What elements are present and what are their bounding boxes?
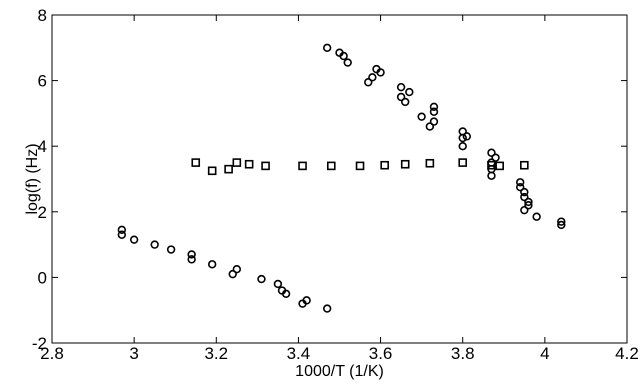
data-point-circle [487, 171, 496, 180]
data-point-circle [429, 102, 439, 112]
data-point-circle [425, 122, 435, 131]
data-point-circle [129, 235, 139, 244]
data-point-square [380, 160, 389, 170]
data-point-circle [150, 240, 159, 249]
data-point-circle [524, 201, 533, 210]
data-point-square [495, 161, 504, 171]
data-point-square [207, 166, 217, 176]
data-point-square [326, 161, 336, 171]
data-point-circle [520, 192, 529, 202]
data-point-circle [364, 78, 373, 87]
x-tick-label: 3.6 [369, 344, 393, 363]
y-tick-label: 6 [38, 72, 47, 91]
data-point-circle [429, 117, 439, 126]
data-point-square [191, 158, 201, 167]
data-point-circle [339, 51, 348, 61]
data-point-circle [462, 132, 472, 141]
x-tick-label: 3.4 [287, 344, 311, 363]
data-point-square [458, 158, 468, 167]
data-point-circle [532, 212, 541, 221]
data-point-circle [117, 225, 127, 235]
data-point-circle [257, 274, 266, 284]
data-point-circle [302, 296, 311, 305]
data-point-square [232, 158, 242, 167]
data-point-square [298, 161, 307, 171]
y-tick-label: 0 [38, 268, 47, 287]
data-point-square [244, 159, 254, 169]
y-tick-label: 4 [38, 137, 47, 156]
data-point-square [520, 160, 529, 170]
data-point-circle [376, 68, 385, 77]
data-point-circle [396, 92, 406, 102]
x-tick-label: 4 [540, 344, 549, 363]
data-point-circle [520, 205, 529, 215]
y-tick-label: 2 [38, 203, 47, 222]
data-point-circle [396, 82, 406, 92]
x-tick-label: 3 [129, 344, 138, 363]
data-point-circle [207, 260, 217, 269]
data-point-circle [187, 255, 196, 264]
plot-area [51, 14, 628, 344]
data-point-circle [187, 250, 196, 259]
data-point-circle [417, 112, 426, 121]
y-tick-label: 8 [38, 6, 47, 25]
data-point-circle [557, 220, 566, 230]
data-point-circle [368, 73, 377, 82]
data-point-circle [401, 97, 410, 107]
data-point-circle [458, 142, 467, 151]
data-point-circle [232, 265, 242, 274]
data-point-circle [273, 279, 283, 289]
data-markers [117, 43, 566, 313]
data-point-circle [322, 43, 332, 52]
data-point-circle [117, 230, 127, 239]
data-point-circle [166, 245, 176, 254]
data-point-square [355, 161, 365, 171]
data-point-circle [487, 148, 496, 157]
data-point-circle [343, 58, 352, 67]
y-tick-label: -2 [32, 334, 47, 353]
axis-ticks: 2.8 3 3.2 3.4 3.6 3.8 4 4.2 -2 0 2 4 6 8 [32, 6, 639, 363]
data-point-circle [557, 217, 566, 226]
data-point-square [261, 161, 270, 171]
data-point-square [224, 164, 233, 174]
y-axis-label: log(f) (Hz) [24, 143, 41, 214]
x-tick-label: 4.2 [615, 344, 639, 363]
data-point-square [487, 160, 496, 170]
data-point-circle [520, 187, 529, 197]
data-point-square [425, 158, 435, 168]
x-tick-label: 3.8 [451, 344, 475, 363]
data-point-circle [458, 133, 467, 143]
data-point-circle [524, 197, 533, 207]
data-point-circle [516, 183, 525, 192]
data-point-circle [516, 178, 525, 187]
data-point-circle [429, 107, 439, 116]
data-point-circle [405, 87, 414, 97]
data-point-circle [281, 289, 291, 298]
x-tick-label: 3.2 [204, 344, 228, 363]
x-tick-label: 2.8 [40, 344, 64, 363]
x-axis-label: 1000/T (1/K) [295, 363, 384, 380]
data-point-circle [228, 269, 237, 279]
data-point-square [400, 159, 410, 169]
data-point-circle [322, 304, 332, 313]
